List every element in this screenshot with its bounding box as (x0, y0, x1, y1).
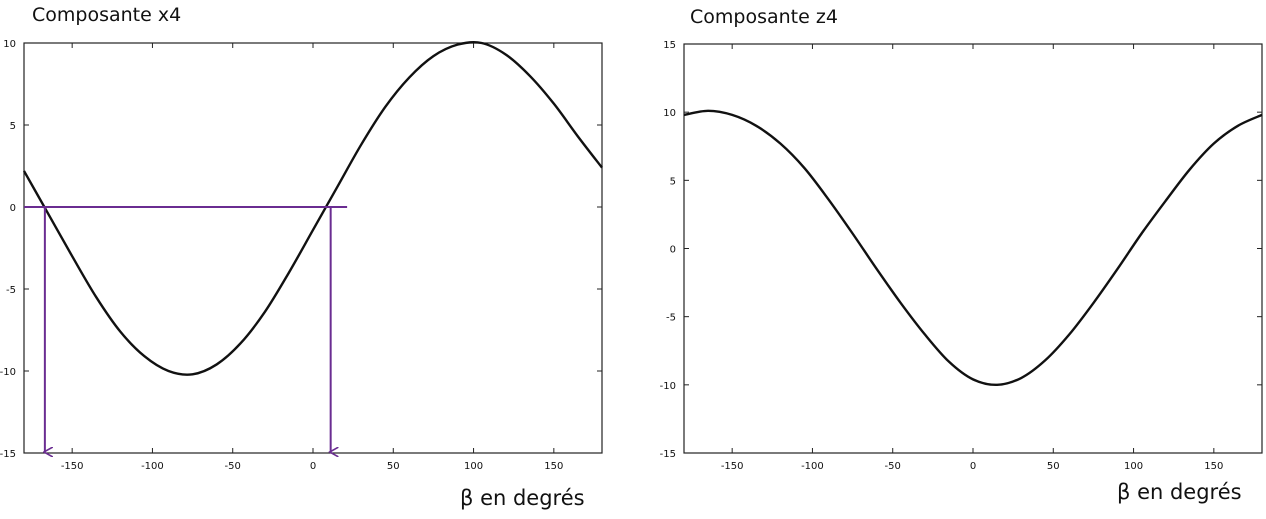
series-line (683, 109, 1263, 387)
x-tick-label: 100 (1124, 461, 1143, 472)
x-tick-label: -150 (61, 461, 84, 472)
x-tick-label: 0 (310, 461, 316, 472)
chart-title-x4: Composante x4 (32, 4, 182, 26)
x-axis-label-x4: β en degrés (460, 486, 585, 510)
y-tick-label: 5 (10, 121, 16, 132)
chart-title-z4: Composante z4 (690, 6, 838, 28)
x-tick-label: -50 (225, 461, 241, 472)
x-axis-label-z4: β en degrés (1117, 480, 1242, 504)
y-tick-label: -15 (0, 449, 16, 460)
y-tick-label: -15 (660, 449, 676, 460)
plot-frame (683, 43, 1263, 454)
y-tick-label: -10 (660, 381, 676, 392)
y-tick-label: -5 (666, 313, 676, 324)
x-tick-label: 50 (1047, 461, 1060, 472)
x-tick-label: 50 (387, 461, 400, 472)
y-tick-label: 5 (670, 176, 676, 187)
y-tick-label: 0 (10, 203, 16, 214)
x-tick-label: -150 (721, 461, 744, 472)
y-tick-label: 15 (663, 40, 676, 51)
x-tick-label: -100 (141, 461, 164, 472)
y-tick-label: 0 (670, 245, 676, 256)
y-tick-label: 10 (663, 108, 676, 119)
y-tick-label: -5 (6, 285, 16, 296)
x-tick-label: 150 (1204, 461, 1223, 472)
series-line (22, 41, 603, 376)
y-tick-label: -10 (0, 367, 16, 378)
x-tick-label: 100 (464, 461, 483, 472)
y-tick-label: 10 (3, 39, 16, 50)
x-tick-label: 150 (544, 461, 563, 472)
x-tick-label: -100 (801, 461, 824, 472)
x-tick-label: -50 (885, 461, 901, 472)
plot-frame (23, 42, 603, 454)
x-tick-label: 0 (970, 461, 976, 472)
